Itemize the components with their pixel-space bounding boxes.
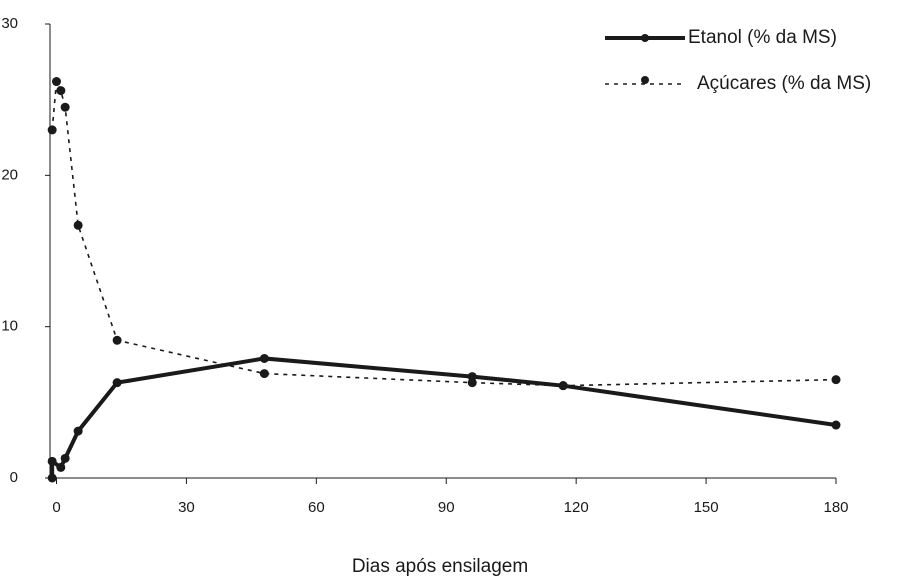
legend-marker [641, 76, 649, 84]
data-point [60, 102, 70, 112]
y-tick-label: 20 [1, 166, 18, 183]
data-point [259, 369, 269, 379]
legend-marker [641, 34, 649, 42]
x-tick-label: 0 [52, 499, 60, 516]
data-point [467, 378, 477, 388]
data-point [112, 335, 122, 345]
data-point [831, 375, 841, 385]
x-tick-label: 90 [438, 499, 455, 516]
series-line [51, 78, 837, 387]
y-tick-label: 10 [1, 318, 18, 335]
data-point [831, 420, 841, 430]
data-point [558, 381, 568, 391]
x-tick-label: 150 [694, 499, 719, 516]
data-point [47, 473, 57, 483]
data-point [73, 220, 83, 230]
data-point [112, 378, 122, 388]
legend-label: Açúcares (% da MS) [697, 73, 871, 94]
legend-label: Etanol (% da MS) [688, 27, 837, 48]
x-tick-label: 120 [564, 499, 589, 516]
series-line [50, 356, 837, 478]
x-tick-label: 30 [178, 499, 195, 516]
data-point [47, 456, 57, 466]
data-point [73, 426, 83, 436]
data-point [47, 125, 57, 135]
data-point [51, 77, 61, 87]
y-tick-label: 0 [10, 469, 18, 486]
x-tick-label: 180 [823, 499, 848, 516]
data-point [60, 453, 70, 463]
data-point [56, 462, 66, 472]
data-point [56, 86, 66, 96]
y-tick-label: 30 [1, 15, 18, 32]
x-axis-label: Dias após ensilagem [352, 556, 528, 577]
x-tick-label: 60 [308, 499, 325, 516]
data-point [259, 353, 269, 363]
